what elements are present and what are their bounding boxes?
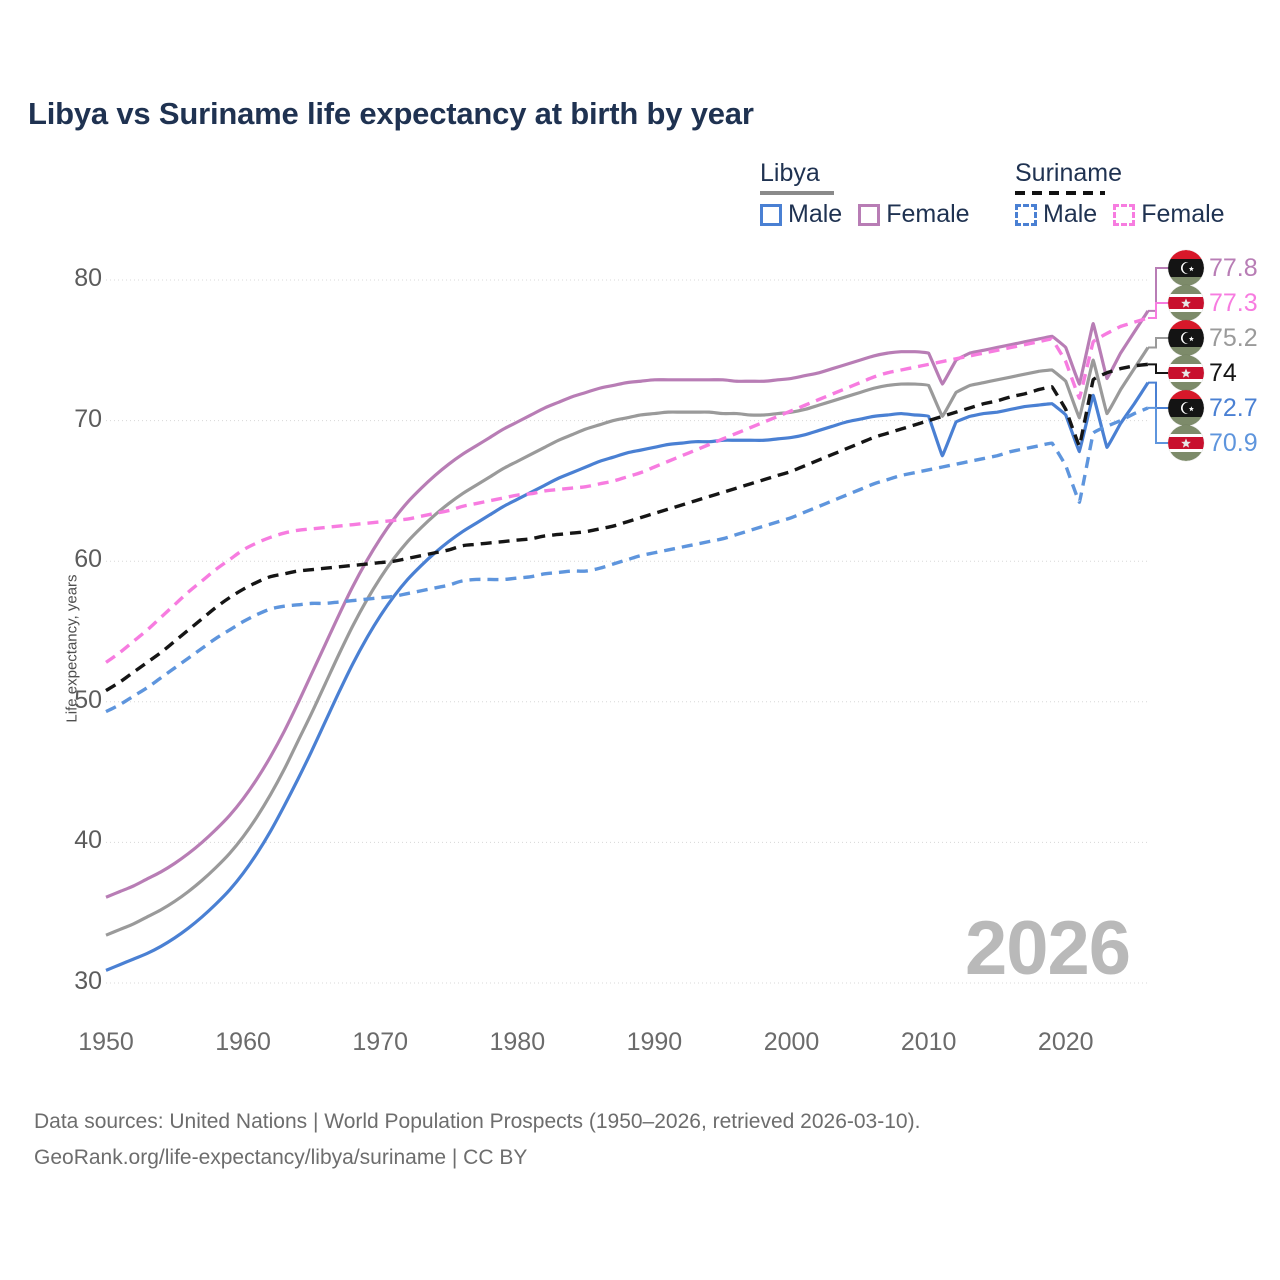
legend-item-label: Male	[788, 200, 843, 228]
y-tick-label: 40	[74, 826, 102, 855]
legend-item-suriname-female[interactable]: Female	[1113, 200, 1225, 229]
legend-group-libya: Libya Male Female	[760, 158, 970, 228]
legend-item-libya-male[interactable]: Male	[760, 200, 842, 229]
legend: Libya Male Female Suriname Male	[755, 158, 1255, 238]
series-line	[105, 310, 1150, 899]
legend-swatch-icon	[1015, 203, 1037, 226]
end-value-label: 70.9	[1209, 428, 1258, 457]
y-tick-label: 80	[74, 264, 102, 292]
y-tick-label: 70	[74, 404, 102, 433]
footer-credits: Data sources: United Nations | World Pop…	[34, 1104, 920, 1176]
suriname-flag-icon	[1168, 285, 1204, 321]
end-label-row: 72.7	[1168, 390, 1258, 426]
legend-swatch-icon	[760, 203, 782, 226]
legend-rule-solid	[760, 191, 834, 195]
libya-flag-icon	[1168, 250, 1204, 286]
end-label-row: 75.2	[1168, 320, 1258, 356]
libya-flag-icon	[1168, 320, 1204, 356]
suriname-flag-icon	[1168, 425, 1204, 461]
x-tick-label: 2020	[1037, 1028, 1094, 1056]
end-value-label: 74	[1209, 358, 1237, 387]
legend-swatch-icon	[1113, 203, 1136, 226]
x-tick-label: 1980	[489, 1028, 546, 1056]
page-title: Libya vs Suriname life expectancy at bir…	[28, 96, 754, 131]
y-tick-label: 60	[74, 545, 102, 574]
series-line	[105, 406, 1149, 714]
end-value-label: 77.8	[1209, 253, 1258, 282]
x-tick-label: 1970	[352, 1028, 409, 1056]
legend-group-title: Suriname	[1015, 159, 1122, 187]
legend-rule-dashed	[1015, 191, 1105, 195]
end-label-row: 77.8	[1168, 250, 1258, 286]
end-label-row: 74	[1168, 355, 1237, 391]
end-label-row: 70.9	[1168, 425, 1258, 461]
series-line	[105, 316, 1149, 664]
legend-item-label: Female	[1141, 200, 1225, 228]
legend-swatch-icon	[858, 203, 881, 226]
x-tick-label: 1950	[78, 1028, 134, 1056]
end-value-label: 75.2	[1209, 323, 1258, 352]
x-tick-label: 1990	[626, 1028, 683, 1056]
leader-line	[1148, 302, 1168, 319]
x-tick-label: 2000	[763, 1028, 820, 1056]
leader-line	[1148, 363, 1168, 374]
end-value-label: 77.3	[1209, 288, 1258, 317]
x-tick-label: 1960	[215, 1028, 271, 1056]
legend-item-libya-female[interactable]: Female	[858, 200, 970, 229]
end-value-label: 72.7	[1209, 393, 1258, 422]
leader-line	[1148, 381, 1168, 409]
legend-item-label: Male	[1043, 200, 1098, 228]
legend-item-suriname-male[interactable]: Male	[1015, 200, 1097, 229]
legend-item-label: Female	[886, 200, 970, 228]
legend-group-title: Libya	[760, 159, 820, 187]
suriname-flag-icon	[1168, 355, 1204, 391]
leader-line	[1148, 337, 1168, 349]
leader-line	[1148, 406, 1168, 444]
series-line	[105, 381, 1150, 972]
legend-group-suriname: Suriname Male Female	[1015, 158, 1225, 228]
footer-line-url: GeoRank.org/life-expectancy/libya/surina…	[34, 1146, 528, 1169]
y-tick-label: 30	[74, 967, 102, 995]
libya-flag-icon	[1168, 390, 1204, 426]
series-line	[105, 346, 1150, 937]
footer-line-sources: Data sources: United Nations | World Pop…	[34, 1110, 921, 1133]
x-tick-label: 2010	[900, 1028, 957, 1056]
year-watermark: 2026	[965, 906, 1131, 991]
leader-line	[1148, 267, 1168, 312]
end-label-row: 77.3	[1168, 285, 1258, 321]
series-line	[105, 362, 1149, 693]
y-tick-label: 50	[74, 685, 102, 714]
y-axis-ticks: 30 40 50 60 70 80	[32, 0, 102, 1280]
